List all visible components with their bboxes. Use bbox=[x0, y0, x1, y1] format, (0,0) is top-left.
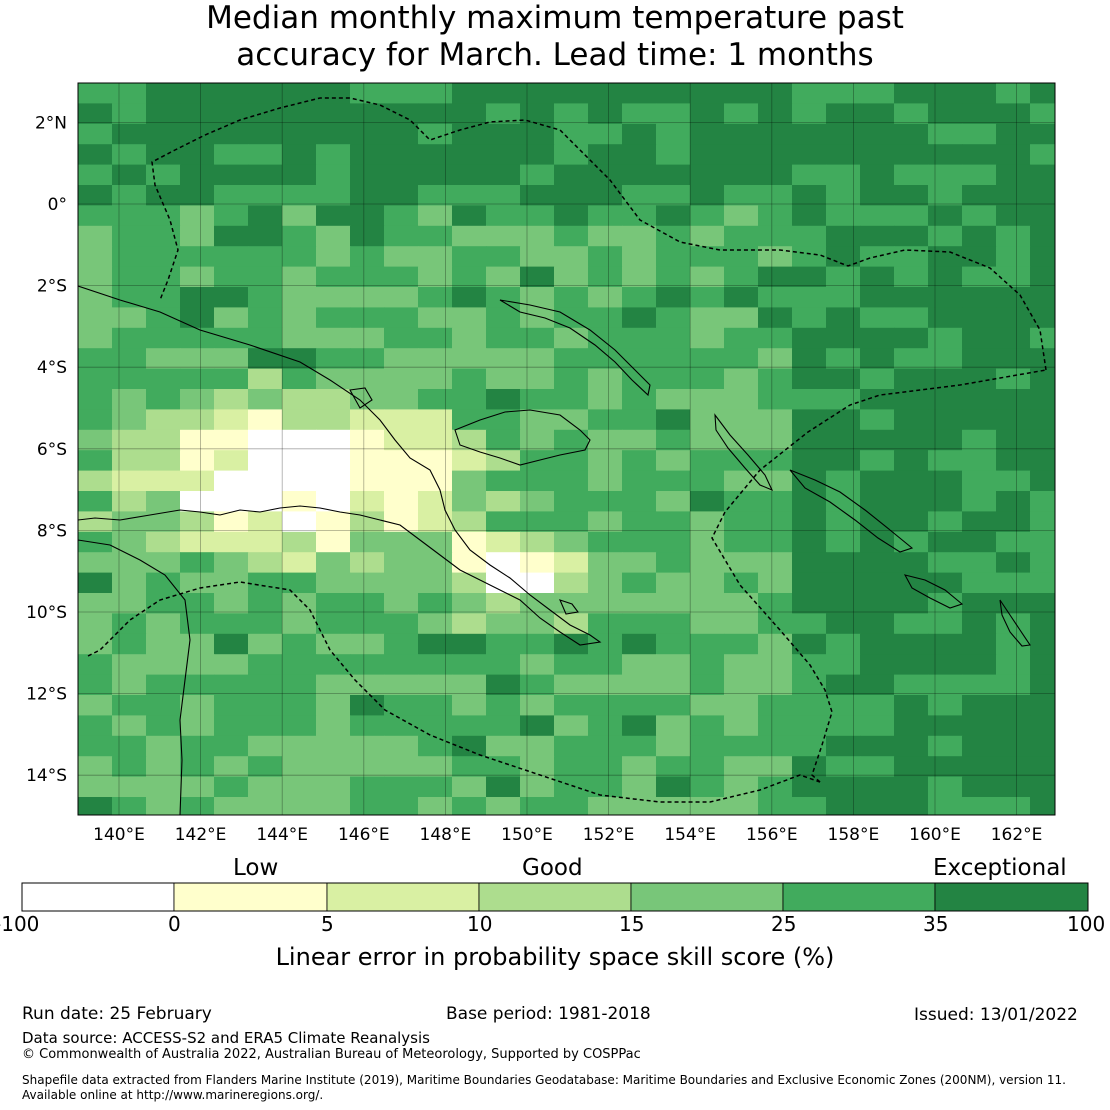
category-exceptional: Exceptional bbox=[933, 855, 1067, 881]
colorbar-swatch bbox=[478, 882, 632, 912]
lon-tick-label: 160°E bbox=[909, 825, 961, 845]
lon-tick-label: 140°E bbox=[93, 825, 145, 845]
data-source: Data source: ACCESS-S2 and ERA5 Climate … bbox=[22, 1029, 430, 1047]
tick-35: 35 bbox=[923, 912, 949, 936]
coastline bbox=[559, 599, 579, 615]
lon-tick-label: 146°E bbox=[338, 825, 390, 845]
colorbar-label: Linear error in probability space skill … bbox=[275, 943, 835, 971]
colorbar-swatch bbox=[630, 882, 784, 912]
colorbar-swatch bbox=[782, 882, 936, 912]
copyright: © Commonwealth of Australia 2022, Austra… bbox=[22, 1047, 641, 1062]
coastline bbox=[714, 413, 774, 492]
lon-tick-label: 162°E bbox=[991, 825, 1043, 845]
coastline bbox=[349, 387, 373, 409]
colorbar-swatch bbox=[173, 882, 328, 912]
lat-tick-label: 0° bbox=[48, 195, 67, 215]
lon-tick-label: 148°E bbox=[420, 825, 472, 845]
category-low: Low bbox=[233, 855, 279, 881]
lon-tick-label: 144°E bbox=[256, 825, 308, 845]
colorbar-swatch bbox=[326, 882, 480, 912]
coastline bbox=[499, 299, 651, 397]
lon-tick-label: 152°E bbox=[583, 825, 635, 845]
lat-tick-label: 14°S bbox=[26, 766, 67, 786]
eez-boundary bbox=[151, 97, 1047, 371]
tick-10: 10 bbox=[467, 912, 493, 936]
colorbar-swatch bbox=[21, 882, 175, 912]
lon-tick-label: 150°E bbox=[501, 825, 553, 845]
coastline bbox=[454, 409, 591, 466]
lat-tick-label: 2°S bbox=[37, 277, 67, 297]
shapefile-credit-line2: Available online at http://www.marinereg… bbox=[22, 1088, 324, 1102]
tick-5: 5 bbox=[321, 912, 334, 936]
tick-15: 15 bbox=[619, 912, 645, 936]
map-frame bbox=[77, 82, 1056, 816]
coastline bbox=[903, 574, 964, 609]
coastline bbox=[999, 599, 1031, 647]
colorbar bbox=[21, 882, 1089, 912]
lat-tick-label: 12°S bbox=[26, 685, 67, 705]
tick-neg100: -100 bbox=[0, 912, 40, 936]
shapefile-credit-line1: Shapefile data extracted from Flanders M… bbox=[22, 1073, 1066, 1087]
run-date: Run date: 25 February bbox=[22, 1004, 212, 1024]
map-title-line2: accuracy for March. Lead time: 1 months bbox=[236, 37, 874, 73]
lat-tick-label: 6°S bbox=[37, 440, 67, 460]
lat-tick-label: 8°S bbox=[37, 521, 67, 541]
skill-score-map: 140°E 142°E 144°E 146°E 148°E 150°E 152°E 154°E… bbox=[26, 82, 1056, 845]
category-good: Good bbox=[522, 855, 583, 881]
lon-tick-label: 154°E bbox=[664, 825, 716, 845]
coastline bbox=[78, 539, 191, 815]
lat-tick-label: 10°S bbox=[26, 603, 67, 623]
tick-0: 0 bbox=[168, 912, 181, 936]
issued-date: Issued: 13/01/2022 bbox=[914, 1005, 1078, 1025]
tick-25: 25 bbox=[771, 912, 797, 936]
lon-tick-label: 156°E bbox=[746, 825, 798, 845]
colorbar-swatch bbox=[934, 882, 1089, 912]
lat-tick-label: 4°S bbox=[37, 358, 67, 378]
eez-boundary bbox=[711, 369, 1047, 783]
map-title-line1: Median monthly maximum temperature past bbox=[206, 0, 904, 36]
lon-tick-label: 158°E bbox=[828, 825, 880, 845]
lat-tick-label: 2°N bbox=[35, 113, 67, 133]
lon-tick-label: 142°E bbox=[175, 825, 227, 845]
coastline bbox=[78, 285, 602, 646]
coastline bbox=[789, 469, 914, 553]
eez-boundary bbox=[87, 581, 821, 803]
tick-100: 100 bbox=[1067, 912, 1106, 936]
base-period: Base period: 1981-2018 bbox=[446, 1004, 651, 1024]
